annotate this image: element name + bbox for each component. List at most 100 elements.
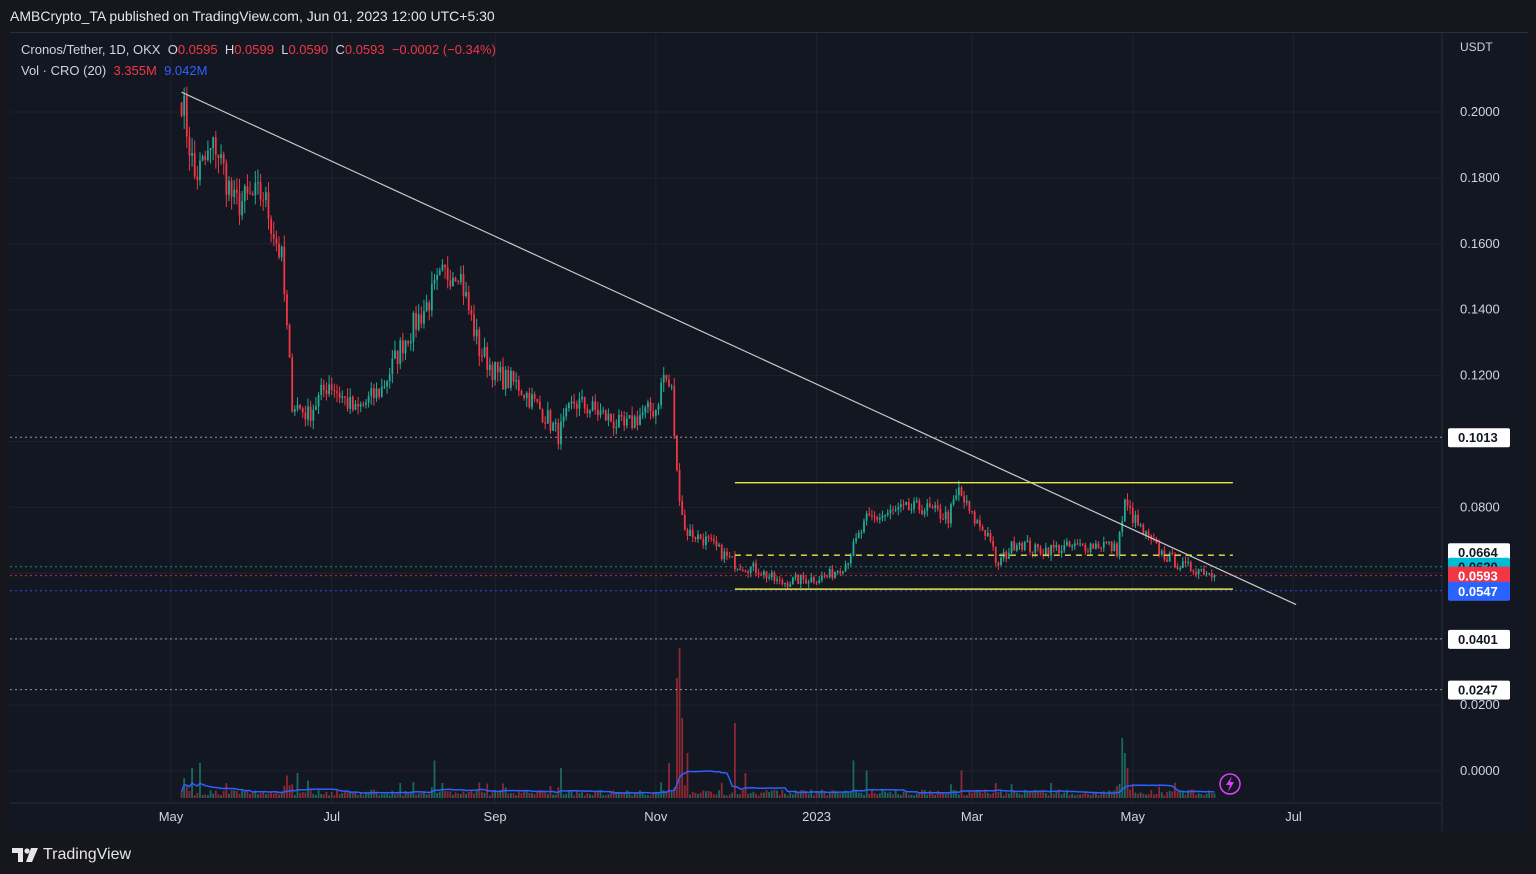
volume-bar <box>465 793 468 798</box>
candle-body <box>1079 543 1081 545</box>
volume-bar <box>1166 791 1168 798</box>
volume-bar <box>778 794 781 798</box>
volume-label[interactable]: Vol · CRO (20) <box>21 63 107 78</box>
volume-bar <box>539 789 541 798</box>
currency-label[interactable]: USDT <box>1460 40 1493 54</box>
volume-bar <box>1108 790 1110 798</box>
volume-bar <box>1145 794 1147 798</box>
volume-bar <box>1058 789 1060 798</box>
y-tick-label: 0.0800 <box>1460 499 1500 514</box>
volume-bar <box>325 792 328 798</box>
candle-body <box>907 501 910 511</box>
lightning-icon-bolt <box>1226 776 1234 792</box>
volume-bar <box>1031 790 1034 798</box>
volume-bar <box>839 793 842 798</box>
candle-body <box>586 408 589 414</box>
candle-body <box>523 394 525 399</box>
volume-bar <box>691 791 694 798</box>
candle-body <box>544 422 547 424</box>
close-label: C <box>335 42 345 57</box>
volume-bar <box>341 792 344 798</box>
candle-body <box>1118 532 1121 557</box>
candle-body <box>855 538 857 542</box>
candle-body <box>401 340 404 354</box>
candle-body <box>633 416 636 429</box>
volume-bar <box>217 794 220 798</box>
volume-bar <box>1052 793 1055 798</box>
candle-body <box>620 414 623 417</box>
candle-body <box>618 414 620 428</box>
candle-body <box>723 551 726 560</box>
candle-body <box>436 274 439 280</box>
candle-body <box>404 340 407 354</box>
candle-body <box>842 571 844 574</box>
volume-bar <box>259 793 262 798</box>
volume-bar <box>965 795 968 798</box>
y-tick-label: 0.0200 <box>1460 697 1500 712</box>
volume-bar <box>1174 782 1176 798</box>
volume-bar <box>847 793 850 798</box>
candle-body <box>1203 568 1205 575</box>
candle-body <box>541 409 544 423</box>
volume-bar <box>855 791 857 798</box>
price-chart[interactable]: 0.00000.02000.04000.06000.08000.10000.12… <box>10 33 1528 831</box>
symbol-legend[interactable]: Cronos/Tether, 1D, OKX O0.0595 H0.0599 L… <box>21 42 496 57</box>
volume-bar <box>752 791 755 798</box>
volume-bar <box>992 793 995 798</box>
candle-body <box>615 427 618 429</box>
candle-body <box>844 564 847 572</box>
candle-body <box>307 406 309 420</box>
candle-body <box>212 137 215 149</box>
volume-bar <box>583 795 586 798</box>
candle-body <box>950 504 952 524</box>
volume-bar <box>733 723 736 798</box>
candle-body <box>315 406 317 410</box>
volume-bar <box>697 793 699 798</box>
candle-body <box>810 577 813 583</box>
volume-bar <box>810 789 813 798</box>
candle-body <box>894 509 897 511</box>
volume-bar <box>894 790 897 798</box>
candle-body <box>1076 543 1079 545</box>
volume-bar <box>639 790 641 798</box>
volume-bar <box>615 792 618 798</box>
candle-body <box>1205 573 1208 575</box>
volume-bar <box>333 795 336 798</box>
volume-bar <box>315 794 317 798</box>
candle-body <box>235 189 238 193</box>
x-tick-label: 2023 <box>802 809 831 824</box>
volume-legend[interactable]: Vol · CRO (20) 3.355M 9.042M <box>21 63 207 78</box>
volume-bar <box>470 790 473 798</box>
candle-body <box>1126 499 1129 506</box>
candle-body <box>644 407 647 413</box>
candle-body <box>1029 540 1031 552</box>
volume-bar <box>1158 786 1161 798</box>
volume-bar <box>1023 789 1026 798</box>
candle-body <box>944 511 947 520</box>
lightning-icon[interactable] <box>1219 773 1241 795</box>
candle-body <box>594 401 597 410</box>
volume-bar <box>222 790 225 798</box>
volume-bar <box>1126 768 1129 798</box>
volume-bar <box>689 794 691 798</box>
volume-bar <box>707 790 710 798</box>
candle-body <box>1181 561 1184 569</box>
candle-body <box>1097 543 1100 548</box>
volume-bar <box>747 793 749 798</box>
volume-bar <box>491 792 494 798</box>
volume-bar <box>860 792 863 798</box>
tradingview-brand[interactable]: TradingView <box>12 846 131 864</box>
candle-body <box>668 379 670 387</box>
candle-body <box>217 154 220 159</box>
candle-body <box>805 579 807 584</box>
chart-panel[interactable]: 0.00000.02000.04000.06000.08000.10000.12… <box>10 32 1528 831</box>
candle-body <box>444 264 446 268</box>
volume-bar <box>1152 794 1155 798</box>
volume-bar <box>594 790 597 798</box>
volume-bar <box>1066 789 1068 798</box>
volume-bar <box>512 792 515 798</box>
symbol-name[interactable]: Cronos/Tether, 1D, OKX <box>21 42 161 57</box>
candle-body <box>354 404 357 410</box>
candle-body <box>320 384 323 395</box>
volume-bar <box>417 793 420 798</box>
